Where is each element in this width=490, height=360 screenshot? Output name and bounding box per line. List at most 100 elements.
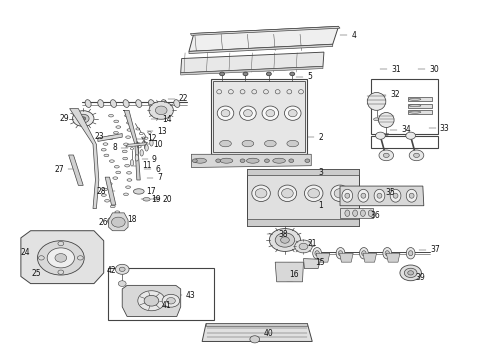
- Ellipse shape: [161, 100, 167, 107]
- Circle shape: [290, 72, 294, 76]
- Text: 28: 28: [96, 187, 106, 196]
- Circle shape: [383, 153, 389, 157]
- Bar: [247, 169, 359, 175]
- Ellipse shape: [374, 189, 385, 202]
- Circle shape: [112, 217, 125, 227]
- Ellipse shape: [390, 189, 401, 202]
- Bar: [408, 110, 432, 114]
- Ellipse shape: [361, 210, 366, 216]
- Circle shape: [116, 264, 129, 274]
- Ellipse shape: [345, 210, 350, 216]
- Ellipse shape: [143, 198, 150, 201]
- Circle shape: [400, 265, 421, 281]
- Text: 19: 19: [151, 195, 161, 204]
- Ellipse shape: [282, 189, 293, 198]
- Text: 15: 15: [316, 258, 325, 267]
- Ellipse shape: [377, 193, 382, 198]
- Circle shape: [240, 159, 245, 162]
- Text: 18: 18: [127, 215, 137, 224]
- Circle shape: [149, 102, 173, 119]
- Polygon shape: [98, 134, 122, 141]
- Ellipse shape: [174, 100, 180, 107]
- Ellipse shape: [108, 137, 113, 140]
- Text: 41: 41: [161, 301, 171, 310]
- Text: 3: 3: [318, 168, 323, 177]
- Ellipse shape: [114, 131, 119, 134]
- Ellipse shape: [123, 100, 129, 107]
- Ellipse shape: [101, 148, 106, 151]
- Ellipse shape: [133, 189, 144, 194]
- Text: 35: 35: [385, 188, 395, 197]
- Ellipse shape: [308, 189, 319, 198]
- Text: 13: 13: [157, 127, 167, 136]
- Circle shape: [138, 291, 165, 311]
- Ellipse shape: [109, 114, 114, 117]
- Ellipse shape: [105, 199, 110, 202]
- Ellipse shape: [127, 179, 132, 181]
- Polygon shape: [340, 253, 353, 262]
- Ellipse shape: [409, 111, 421, 113]
- Ellipse shape: [116, 126, 121, 128]
- Circle shape: [284, 267, 296, 277]
- Bar: [108, 268, 214, 320]
- Bar: [408, 104, 432, 108]
- Ellipse shape: [126, 172, 131, 174]
- Circle shape: [379, 150, 393, 161]
- Ellipse shape: [85, 100, 91, 107]
- Ellipse shape: [378, 112, 394, 127]
- Circle shape: [193, 159, 197, 162]
- Ellipse shape: [221, 110, 230, 117]
- Ellipse shape: [361, 193, 366, 198]
- Polygon shape: [192, 154, 311, 167]
- Text: 30: 30: [429, 65, 439, 74]
- Circle shape: [250, 336, 260, 343]
- Ellipse shape: [368, 210, 373, 216]
- Text: 20: 20: [162, 195, 172, 204]
- Ellipse shape: [383, 248, 392, 259]
- Ellipse shape: [110, 205, 115, 208]
- Text: 8: 8: [113, 143, 117, 152]
- Ellipse shape: [153, 197, 159, 200]
- Ellipse shape: [304, 185, 323, 202]
- Bar: [371, 79, 438, 134]
- Polygon shape: [202, 324, 312, 342]
- Polygon shape: [386, 253, 400, 262]
- Ellipse shape: [136, 100, 142, 107]
- Ellipse shape: [126, 136, 130, 138]
- Ellipse shape: [406, 248, 415, 259]
- Circle shape: [55, 253, 67, 262]
- Text: 16: 16: [289, 270, 298, 279]
- Ellipse shape: [124, 165, 129, 167]
- Bar: [247, 169, 359, 226]
- Ellipse shape: [114, 120, 119, 123]
- Text: 2: 2: [318, 132, 323, 141]
- Ellipse shape: [252, 185, 270, 202]
- Ellipse shape: [127, 129, 132, 131]
- Text: 43: 43: [186, 291, 196, 300]
- Ellipse shape: [353, 210, 358, 216]
- Ellipse shape: [116, 171, 121, 174]
- Ellipse shape: [393, 193, 398, 198]
- Circle shape: [409, 150, 424, 161]
- Ellipse shape: [265, 140, 276, 147]
- Text: 5: 5: [307, 72, 312, 81]
- Text: 9: 9: [151, 155, 156, 164]
- Circle shape: [265, 159, 270, 162]
- Polygon shape: [340, 186, 424, 206]
- Ellipse shape: [103, 143, 108, 145]
- Circle shape: [118, 281, 126, 287]
- Circle shape: [119, 267, 125, 271]
- Ellipse shape: [101, 194, 106, 196]
- Bar: [408, 97, 432, 102]
- Polygon shape: [105, 177, 116, 205]
- Text: 26: 26: [99, 218, 109, 227]
- Ellipse shape: [130, 159, 134, 166]
- Text: 24: 24: [21, 248, 30, 257]
- Ellipse shape: [114, 166, 119, 168]
- Ellipse shape: [126, 122, 131, 124]
- Circle shape: [37, 241, 84, 275]
- Circle shape: [167, 297, 175, 304]
- Ellipse shape: [342, 189, 353, 202]
- Ellipse shape: [125, 186, 130, 188]
- Text: 40: 40: [264, 329, 273, 338]
